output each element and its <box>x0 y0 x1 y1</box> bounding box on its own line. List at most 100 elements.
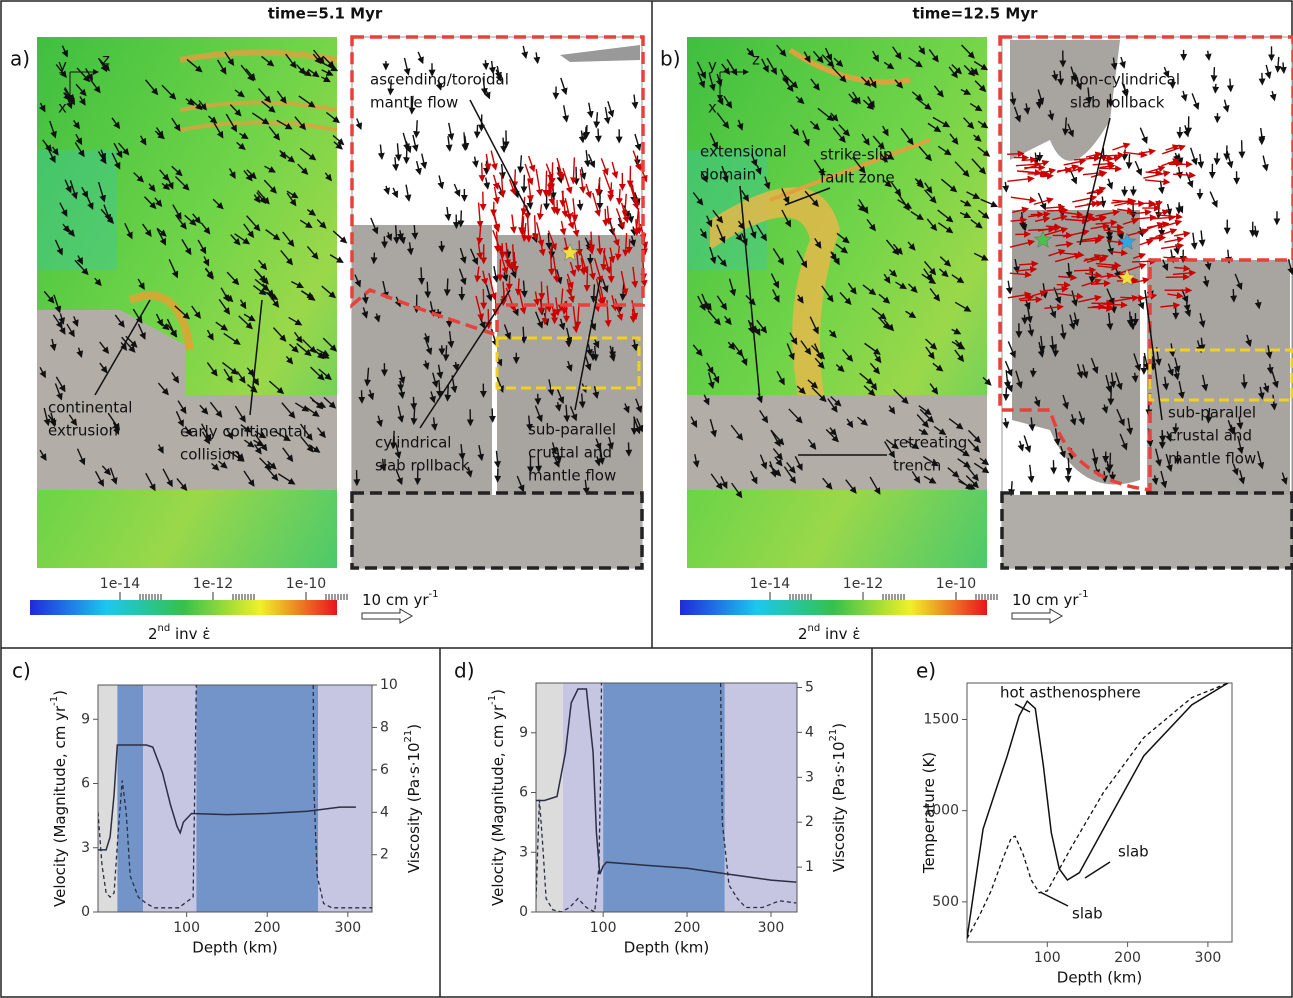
velocity-arrow <box>436 379 444 398</box>
velocity-arrow <box>499 243 507 259</box>
velocity-arrow <box>954 161 970 178</box>
velocity-arrow <box>542 170 550 198</box>
y2-tick-label: 10 <box>380 677 398 693</box>
velocity-arrow <box>578 393 586 409</box>
velocity-arrow <box>533 52 541 65</box>
velocity-arrow <box>286 190 299 199</box>
velocity-arrow <box>1085 87 1093 105</box>
velocity-arrow <box>608 247 616 264</box>
velocity-arrow <box>1138 148 1157 156</box>
velocity-arrow <box>316 348 330 357</box>
velocity-arrow <box>907 241 916 251</box>
velocity-arrow <box>411 225 419 240</box>
velocity-arrow <box>282 231 295 247</box>
velocity-arrow <box>770 429 785 446</box>
velocity-arrow <box>789 332 798 346</box>
panel-label: c) <box>12 659 31 683</box>
velocity-arrow <box>297 163 309 175</box>
velocity-arrow <box>1127 228 1149 237</box>
velocity-arrow <box>1106 452 1114 472</box>
velocity-arrow <box>796 294 804 304</box>
velocity-arrow <box>1181 289 1189 304</box>
annotation: strike-slip <box>820 146 893 164</box>
velocity-arrow <box>288 316 303 326</box>
velocity-arrow <box>321 75 331 83</box>
velocity-arrow <box>550 199 558 215</box>
velocity-arrow <box>229 104 242 117</box>
velocity-arrow <box>1106 312 1114 331</box>
velocity-arrow <box>892 46 902 60</box>
velocity-arrow <box>706 362 714 375</box>
velocity-arrow <box>431 372 439 388</box>
velocity-arrow <box>809 316 819 335</box>
velocity-arrow <box>845 479 857 494</box>
velocity-arrow <box>185 98 195 106</box>
velocity-arrow <box>482 60 490 71</box>
velocity-arrow <box>1148 200 1163 208</box>
velocity-arrow <box>154 197 163 207</box>
velocity-arrow <box>925 338 938 350</box>
velocity-arrow <box>55 64 67 79</box>
velocity-arrow <box>914 178 925 189</box>
scale-arrow <box>361 608 413 624</box>
velocity-arrow <box>1097 263 1119 271</box>
velocity-arrow <box>961 44 975 59</box>
velocity-arrow <box>959 211 972 219</box>
x-tick-label: 300 <box>1195 950 1222 966</box>
axis-letter: x <box>708 99 717 117</box>
velocity-arrow <box>1145 169 1163 177</box>
velocity-arrow <box>872 135 885 150</box>
velocity-arrow <box>1033 197 1054 206</box>
velocity-arrow <box>1173 357 1181 374</box>
velocity-arrow <box>276 90 287 104</box>
velocity-arrow <box>39 366 46 379</box>
velocity-arrow <box>161 182 171 190</box>
velocity-arrow <box>367 389 375 401</box>
velocity-arrow <box>569 406 578 422</box>
velocity-arrow <box>514 278 522 296</box>
velocity-arrow <box>265 229 281 241</box>
velocity-arrow <box>266 467 279 482</box>
velocity-arrow <box>1111 197 1136 205</box>
velocity-arrow <box>1105 374 1113 393</box>
velocity-arrow <box>218 298 231 315</box>
velocity-arrow <box>872 50 879 63</box>
velocity-arrow <box>949 133 959 145</box>
velocity-arrow <box>908 57 923 68</box>
velocity-arrow <box>1160 470 1168 489</box>
velocity-arrow <box>387 79 395 96</box>
velocity-arrow <box>720 476 728 490</box>
velocity-arrow <box>174 176 190 191</box>
velocity-arrow <box>258 88 272 103</box>
velocity-arrow <box>1099 162 1116 170</box>
velocity-arrow <box>1226 78 1234 93</box>
velocity-arrow <box>585 183 592 199</box>
velocity-arrow <box>276 119 293 130</box>
velocity-arrow <box>552 255 560 283</box>
y2-axis-label-end: ) <box>405 724 423 730</box>
velocity-arrow <box>224 51 235 66</box>
panel-b: time=12.5 Myr b) y x z strike-slip fault zone e… <box>660 5 1293 643</box>
velocity-arrow <box>425 339 433 356</box>
velocity-arrow <box>562 105 570 123</box>
velocity-arrow <box>977 120 989 129</box>
velocity-arrow <box>504 249 512 259</box>
velocity-arrow <box>556 163 564 180</box>
x-axis-label: Depth (km) <box>192 939 277 957</box>
velocity-arrow <box>471 156 479 168</box>
velocity-arrow <box>1165 144 1180 151</box>
velocity-arrow <box>1157 180 1165 195</box>
velocity-arrow <box>692 192 704 206</box>
velocity-arrow <box>1269 90 1277 102</box>
velocity-arrow <box>800 340 812 356</box>
velocity-arrow <box>1234 273 1243 291</box>
velocity-arrow <box>422 360 430 371</box>
velocity-arrow <box>918 428 929 435</box>
velocity-arrow <box>294 116 307 131</box>
velocity-arrow <box>323 396 337 409</box>
velocity-arrow <box>603 106 611 125</box>
colorbar <box>680 600 987 615</box>
velocity-arrow <box>923 260 937 276</box>
velocity-arrow <box>905 440 920 450</box>
annotation: crustal and <box>528 444 612 462</box>
